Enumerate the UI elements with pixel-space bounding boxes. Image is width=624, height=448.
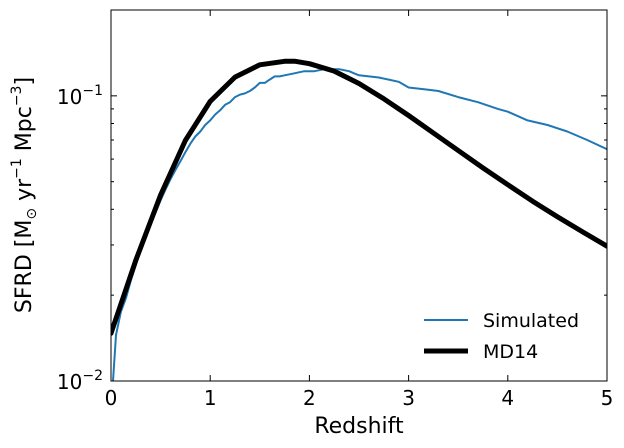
- series-line-md14: [111, 58, 607, 336]
- x-tick-label: 2: [303, 386, 316, 410]
- series-line-simulated: [112, 68, 607, 381]
- legend-label-md14: MD14: [483, 341, 538, 363]
- x-tick-label: 1: [204, 386, 217, 410]
- y-tick-label: 10−1: [57, 83, 103, 109]
- y-tick-label: 10−2: [57, 368, 103, 394]
- x-axis-label: Redshift: [314, 414, 404, 439]
- legend-label-simulated: Simulated: [483, 310, 579, 332]
- x-tick-label: 3: [402, 386, 415, 410]
- plot-frame: [110, 9, 608, 382]
- axis-ticks: 0 1 2 3 4 5 10−2 10−1: [57, 9, 614, 410]
- x-tick-label: 4: [501, 386, 514, 410]
- legend: Simulated MD14: [424, 310, 579, 363]
- y-axis-label: SFRD [M⊙ yr−1 Mpc−3]: [9, 77, 40, 313]
- plot-lines: [111, 58, 607, 381]
- x-tick-label: 0: [105, 386, 118, 410]
- x-tick-label: 5: [601, 386, 614, 410]
